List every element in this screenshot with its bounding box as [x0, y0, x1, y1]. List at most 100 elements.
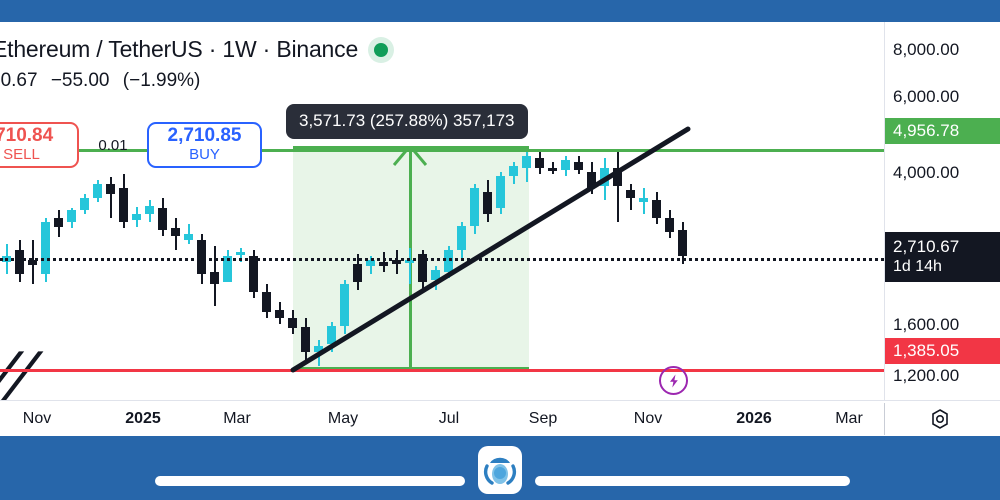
time-axis-label: 2026	[736, 410, 772, 427]
candle-wick	[239, 248, 242, 262]
candle-body	[210, 272, 219, 284]
axis-divider	[884, 403, 885, 435]
candle-body	[223, 256, 232, 282]
candle-body	[28, 260, 37, 265]
candle-wick	[408, 248, 411, 284]
candle-body	[158, 208, 167, 230]
quote-line: 10.67 −55.00 (−1.99%)	[0, 70, 200, 92]
price-axis-label: 1,600.00	[893, 315, 960, 334]
candle-body	[184, 234, 193, 240]
time-axis-label: Sep	[528, 410, 558, 427]
price-axis-label: 1,200.00	[893, 366, 960, 385]
candle-body	[54, 218, 63, 227]
candle-body	[145, 206, 154, 214]
nav-pill-right[interactable]	[535, 476, 850, 486]
sell-button[interactable]: ,710.84 SELL	[0, 122, 79, 168]
candle-wick	[616, 152, 619, 222]
measurement-tooltip: 3,571.73 (257.88%) 357,173	[286, 104, 528, 139]
price-axis[interactable]: 8,000.006,000.004,000.002,200.001,600.00…	[884, 22, 1000, 400]
candle-body	[548, 168, 557, 171]
app-lens-icon[interactable]	[478, 446, 522, 494]
spread-value: 0.01	[98, 136, 128, 154]
chart-canvas[interactable]: ╱╱ Ethereum / TetherUS · 1W · Binance 10…	[0, 22, 884, 400]
candle-body	[340, 284, 349, 326]
buy-price: 2,710.85	[167, 124, 242, 146]
buy-button[interactable]: 2,710.85 BUY	[147, 122, 262, 168]
current-price-badge[interactable]: 2,710.67 1d 14h	[885, 232, 1000, 283]
nav-pill-left[interactable]	[155, 476, 465, 486]
candle-body	[67, 210, 76, 222]
sell-label: SELL	[3, 145, 40, 163]
candle-body	[457, 226, 466, 250]
trade-panel: ,710.84 SELL 0.01 2,710.85 BUY	[0, 122, 262, 168]
candle-body	[275, 310, 284, 318]
candle-body	[665, 218, 674, 232]
resistance-level-badge[interactable]: 4,956.78	[885, 118, 1000, 144]
candle-body	[483, 192, 492, 214]
time-axis-label: 2025	[125, 410, 161, 427]
candle-body	[626, 190, 635, 198]
buy-label: BUY	[189, 145, 220, 163]
symbol-header[interactable]: Ethereum / TetherUS · 1W · Binance	[0, 36, 395, 63]
candle-body	[197, 240, 206, 274]
candle-wick	[317, 340, 320, 366]
candle-body	[106, 184, 115, 194]
candle-body	[327, 326, 336, 344]
candle-body	[496, 176, 505, 208]
change-absolute: −55.00	[50, 70, 110, 91]
candle-body	[288, 318, 297, 328]
current-price-line	[0, 258, 884, 261]
candle-wick	[109, 177, 112, 218]
lightning-bolt-icon[interactable]	[659, 366, 688, 395]
candle-body	[379, 262, 388, 266]
time-axis-label: May	[327, 410, 359, 427]
candle-body	[652, 200, 661, 218]
candle-body	[119, 188, 128, 222]
candle-body	[353, 264, 362, 282]
status-bar	[0, 0, 1000, 22]
candle-body	[41, 222, 50, 274]
candle-body	[444, 250, 453, 272]
candle-body	[535, 158, 544, 168]
candle-body	[574, 162, 583, 170]
time-axis-label: Mar	[835, 410, 863, 427]
candle-body	[587, 172, 596, 188]
candle-body	[301, 327, 310, 352]
candle-body	[171, 228, 180, 236]
price-axis-label: 6,000.00	[893, 87, 960, 106]
candle-body	[509, 166, 518, 176]
page-title: Ethereum / TetherUS · 1W · Binance	[0, 36, 359, 62]
candle-body	[15, 250, 24, 274]
candle-body	[249, 256, 258, 292]
sell-price: ,710.84	[0, 124, 54, 146]
status-dot-core	[374, 42, 389, 57]
axis-settings-icon[interactable]	[927, 406, 953, 432]
bar-countdown: 1d 14h	[893, 258, 942, 276]
candle-body	[470, 188, 479, 226]
price-axis-label: 8,000.00	[893, 40, 960, 59]
candle-body	[262, 292, 271, 312]
candle-body	[93, 184, 102, 198]
time-axis-label: Nov	[633, 410, 663, 427]
candle-body	[132, 214, 141, 220]
time-axis-label: Mar	[223, 410, 251, 427]
last-price: 10.67	[0, 70, 38, 91]
price-axis-label: 4,000.00	[893, 163, 960, 182]
support-line[interactable]	[0, 369, 884, 372]
time-axis-label: Nov	[22, 410, 52, 427]
time-axis[interactable]: Nov 2025 Mar May Jul Sep Nov 2026 Mar	[0, 400, 1000, 436]
candle-body	[613, 168, 622, 186]
market-open-dot	[368, 36, 395, 63]
current-price-value: 2,710.67	[893, 237, 960, 256]
time-axis-label: Jul	[438, 410, 460, 427]
candle-body	[314, 346, 323, 352]
support-level-badge[interactable]: 1,385.05	[885, 338, 1000, 364]
candle-body	[678, 230, 687, 256]
candle-body	[80, 198, 89, 210]
candle-body	[431, 270, 440, 280]
candle-body	[600, 168, 609, 186]
candle-body	[522, 156, 531, 168]
candle-body	[561, 160, 570, 170]
change-percent: (−1.99%)	[122, 70, 201, 91]
